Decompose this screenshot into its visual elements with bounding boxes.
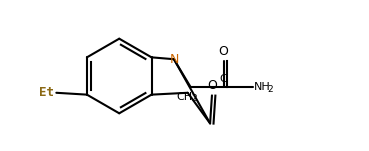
Text: 2: 2	[267, 85, 273, 94]
Text: Et: Et	[39, 86, 54, 99]
Text: CH: CH	[177, 92, 193, 102]
Text: N: N	[170, 53, 180, 66]
Text: O: O	[218, 45, 228, 58]
Text: NH: NH	[254, 82, 271, 92]
Text: 2: 2	[192, 94, 197, 103]
Text: O: O	[207, 79, 217, 92]
Text: C: C	[220, 74, 227, 84]
